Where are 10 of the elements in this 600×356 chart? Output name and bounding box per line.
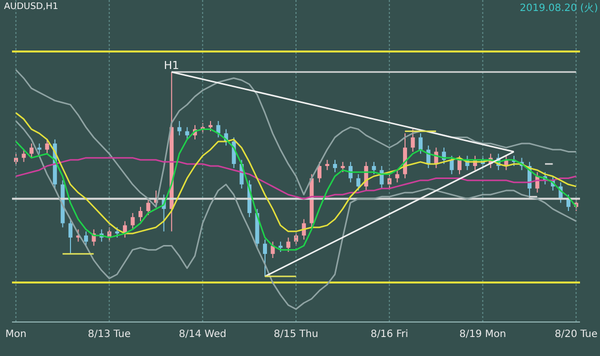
x-tick-label: 8/15 Thu (274, 329, 318, 340)
x-tick-label: 8/19 Mon (459, 329, 506, 340)
x-tick-label: 8/13 Tue (88, 329, 131, 340)
chart-subtitle: 2019.08.20 (火) (520, 2, 598, 15)
x-tick-label: 8/20 Tue (554, 329, 598, 340)
chart-title: AUDUSD,H1 (4, 2, 58, 12)
x-tick-label: 8/16 Fri (370, 329, 408, 340)
x-tick-label: 8/14 Wed (178, 329, 226, 340)
annotation: H1 (164, 58, 180, 72)
x-tick-label: Mon (5, 329, 26, 340)
